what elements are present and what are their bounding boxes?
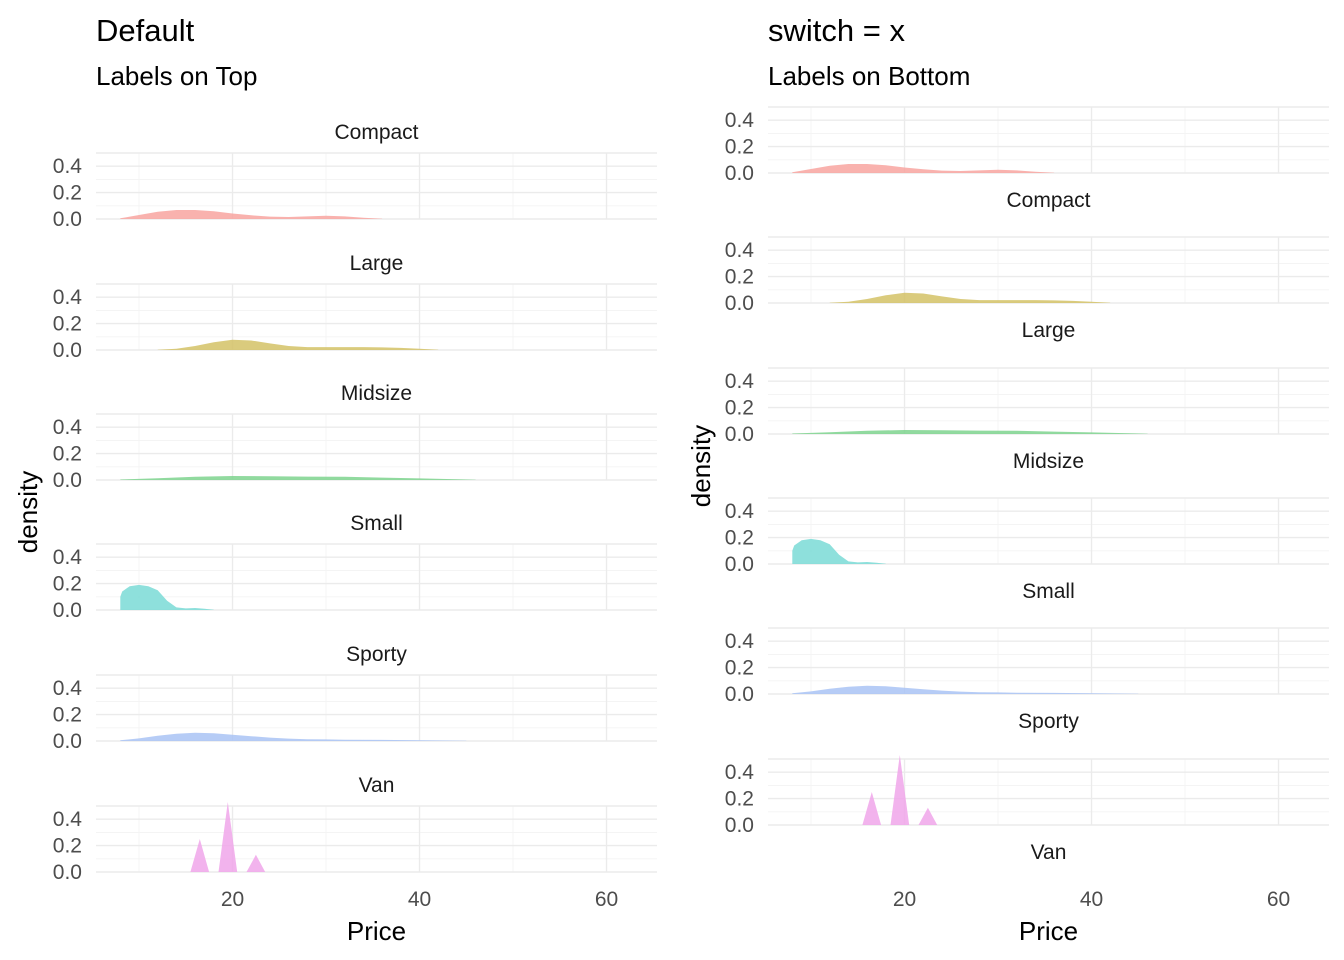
- y-tick-label: 0.2: [725, 788, 754, 811]
- x-tick-label: 20: [893, 888, 916, 911]
- density-area-van: [862, 755, 938, 825]
- strip-label-van: Van: [359, 774, 395, 797]
- x-axis-title: Price: [1019, 916, 1078, 946]
- y-tick-label: 0.0: [53, 469, 82, 492]
- strip-label-large: Large: [1022, 319, 1076, 342]
- y-tick-label: 0.4: [53, 155, 83, 178]
- chart-subtitle-1: Labels on Top: [96, 61, 257, 91]
- strip-label-small: Small: [350, 512, 403, 535]
- y-tick-label: 0.0: [53, 730, 82, 753]
- x-tick-label: 40: [1080, 888, 1103, 911]
- density-area-sporty: [120, 732, 467, 741]
- strip-label-midsize: Midsize: [341, 382, 412, 405]
- y-tick-label: 0.2: [53, 313, 82, 336]
- y-tick-label: 0.4: [53, 546, 83, 569]
- y-tick-label: 0.0: [53, 208, 82, 231]
- y-tick-label: 0.0: [53, 599, 82, 622]
- y-tick-label: 0.0: [725, 292, 754, 315]
- density-area-small: [792, 538, 886, 564]
- x-tick-label: 40: [408, 888, 431, 911]
- y-tick-label: 0.0: [725, 423, 754, 446]
- y-tick-label: 0.2: [725, 136, 754, 159]
- y-axis-title: density: [686, 425, 716, 507]
- strip-label-sporty: Sporty: [1018, 710, 1079, 733]
- y-tick-label: 0.2: [53, 835, 82, 858]
- y-tick-label: 0.2: [53, 704, 82, 727]
- y-axis-title: density: [13, 471, 43, 553]
- y-tick-label: 0.0: [725, 162, 754, 185]
- density-area-sporty: [792, 685, 1139, 694]
- y-tick-label: 0.4: [53, 286, 83, 309]
- strip-label-midsize: Midsize: [1013, 450, 1084, 473]
- y-tick-label: 0.0: [53, 861, 82, 884]
- y-tick-label: 0.2: [53, 182, 82, 205]
- y-tick-label: 0.2: [725, 527, 754, 550]
- x-tick-label: 20: [221, 888, 244, 911]
- density-area-compact: [120, 210, 383, 219]
- y-tick-label: 0.4: [725, 239, 755, 262]
- strip-label-large: Large: [350, 252, 404, 275]
- y-tick-label: 0.4: [53, 416, 83, 439]
- density-area-van: [190, 802, 266, 872]
- y-tick-label: 0.0: [53, 339, 82, 362]
- y-tick-label: 0.4: [725, 630, 755, 653]
- chart-title-2: switch = x: [768, 13, 905, 48]
- strip-label-small: Small: [1022, 580, 1075, 603]
- strip-label-van: Van: [1031, 841, 1067, 864]
- y-tick-label: 0.4: [53, 677, 83, 700]
- density-area-large: [829, 292, 1111, 303]
- x-tick-label: 60: [1267, 888, 1290, 911]
- strip-label-sporty: Sporty: [346, 643, 407, 666]
- strip-label-compact: Compact: [334, 121, 418, 144]
- y-tick-label: 0.2: [725, 397, 754, 420]
- y-tick-label: 0.4: [53, 808, 83, 831]
- x-axis-title: Price: [347, 916, 406, 946]
- y-tick-label: 0.0: [725, 814, 754, 837]
- density-area-compact: [792, 164, 1055, 173]
- density-area-large: [157, 339, 439, 350]
- density-area-midsize: [120, 476, 476, 480]
- y-tick-label: 0.2: [725, 266, 754, 289]
- y-tick-label: 0.2: [53, 573, 82, 596]
- y-tick-label: 0.2: [53, 443, 82, 466]
- chart-title-1: Default: [96, 13, 195, 48]
- density-area-midsize: [792, 430, 1148, 434]
- y-tick-label: 0.4: [725, 370, 755, 393]
- x-tick-label: 60: [595, 888, 618, 911]
- y-tick-label: 0.0: [725, 683, 754, 706]
- y-tick-label: 0.4: [725, 761, 755, 784]
- y-tick-label: 0.4: [725, 500, 755, 523]
- y-tick-label: 0.2: [725, 657, 754, 680]
- y-tick-label: 0.4: [725, 109, 755, 132]
- strip-label-compact: Compact: [1006, 189, 1090, 212]
- chart-subtitle-2: Labels on Bottom: [768, 61, 970, 91]
- density-area-small: [120, 584, 214, 610]
- y-tick-label: 0.0: [725, 553, 754, 576]
